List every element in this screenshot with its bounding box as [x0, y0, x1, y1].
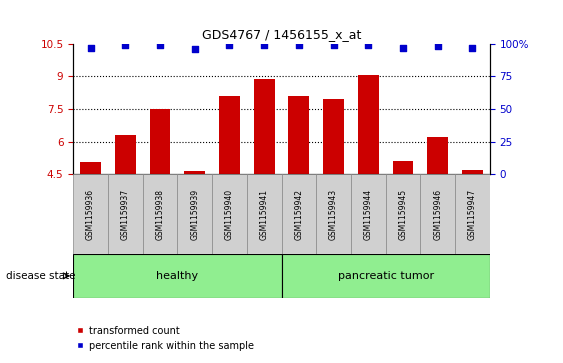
- Bar: [462, 170, 483, 174]
- Text: GSM1159945: GSM1159945: [399, 189, 408, 240]
- Point: [294, 42, 303, 48]
- Text: GSM1159938: GSM1159938: [155, 189, 164, 240]
- Bar: [177, 174, 212, 254]
- Text: GSM1159942: GSM1159942: [294, 189, 303, 240]
- Point: [225, 42, 234, 48]
- Bar: [323, 99, 344, 174]
- Point: [329, 42, 338, 48]
- Bar: [392, 161, 413, 174]
- Text: pancreatic tumor: pancreatic tumor: [338, 271, 434, 281]
- Bar: [115, 135, 136, 174]
- Bar: [282, 174, 316, 254]
- Bar: [421, 174, 455, 254]
- Bar: [150, 109, 171, 174]
- Text: GSM1159943: GSM1159943: [329, 189, 338, 240]
- Bar: [184, 171, 205, 174]
- Text: disease state: disease state: [6, 271, 75, 281]
- Bar: [247, 174, 282, 254]
- Bar: [73, 254, 282, 298]
- Bar: [80, 162, 101, 174]
- Text: GSM1159937: GSM1159937: [121, 189, 129, 240]
- Point: [434, 43, 443, 49]
- Text: GSM1159940: GSM1159940: [225, 189, 234, 240]
- Bar: [358, 75, 379, 174]
- Title: GDS4767 / 1456155_x_at: GDS4767 / 1456155_x_at: [202, 28, 361, 41]
- Point: [468, 45, 477, 51]
- Bar: [455, 174, 490, 254]
- Point: [364, 42, 373, 48]
- Point: [399, 45, 408, 51]
- Bar: [351, 174, 386, 254]
- Point: [86, 45, 95, 51]
- Text: GSM1159939: GSM1159939: [190, 189, 199, 240]
- Bar: [427, 137, 448, 174]
- Bar: [254, 79, 275, 174]
- Bar: [316, 174, 351, 254]
- Bar: [73, 174, 108, 254]
- Text: GSM1159946: GSM1159946: [434, 189, 442, 240]
- Bar: [219, 96, 240, 174]
- Bar: [282, 254, 490, 298]
- Point: [155, 42, 164, 48]
- Bar: [142, 174, 177, 254]
- Text: GSM1159947: GSM1159947: [468, 189, 477, 240]
- Text: GSM1159936: GSM1159936: [86, 189, 95, 240]
- Bar: [386, 174, 421, 254]
- Text: healthy: healthy: [157, 271, 198, 281]
- Bar: [212, 174, 247, 254]
- Text: GSM1159944: GSM1159944: [364, 189, 373, 240]
- Bar: [108, 174, 142, 254]
- Point: [120, 42, 129, 48]
- Point: [190, 46, 199, 52]
- Text: GSM1159941: GSM1159941: [260, 189, 269, 240]
- Legend: transformed count, percentile rank within the sample: transformed count, percentile rank withi…: [73, 322, 258, 355]
- Point: [260, 42, 269, 48]
- Bar: [288, 96, 309, 174]
